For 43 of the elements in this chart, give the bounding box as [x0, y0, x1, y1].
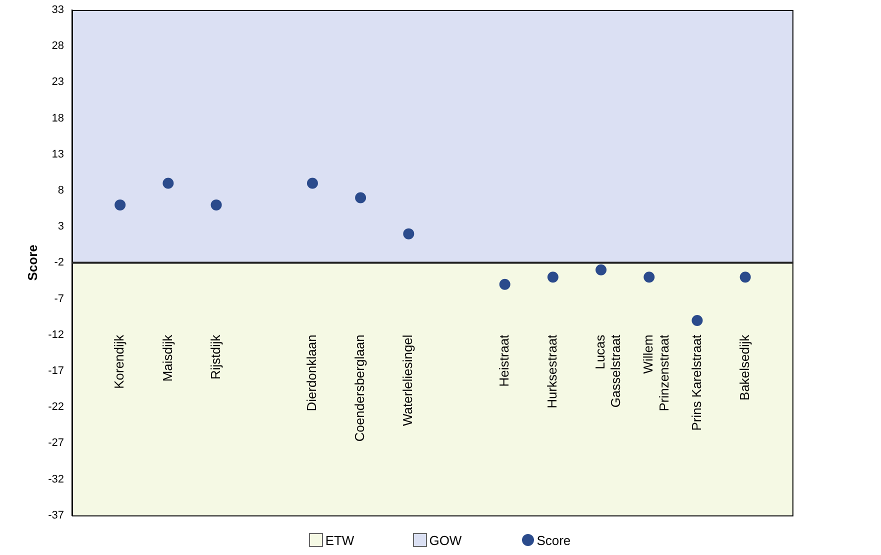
y-tick-label: -32	[48, 473, 64, 486]
legend-label: ETW	[325, 532, 354, 548]
y-tick-label: 3	[58, 220, 64, 233]
point	[692, 314, 703, 326]
point	[162, 178, 174, 189]
x-tick-label: Bakelsedijk	[736, 334, 752, 400]
y-tick-label: 8	[58, 184, 64, 197]
x-tick-label: Heistraat	[496, 334, 512, 387]
y-tick-label: -27	[48, 437, 64, 450]
x-tick-label: Waterleliesingel	[400, 334, 416, 426]
point	[403, 228, 414, 240]
point	[499, 278, 510, 290]
x-tick-label: Hurksestraat	[544, 334, 560, 408]
x-tick-label: Prins Karelstraat	[688, 334, 704, 431]
x-tick-label: Willem Prinzenstraat	[640, 334, 672, 412]
y-tick-label: 33	[52, 4, 64, 16]
x-tick-label: Maisdijk	[160, 334, 175, 382]
legend-label: Score	[536, 532, 571, 548]
y-tick-label: -37	[48, 509, 64, 522]
point	[114, 199, 126, 210]
legend-label: GOW	[429, 532, 462, 548]
point	[740, 272, 751, 283]
x-tick-label: Coendersberglaan	[352, 334, 368, 442]
x-tick-label: Korendijk	[112, 334, 127, 389]
x-tick-label: Lucas Gasselstraat	[592, 334, 624, 408]
point	[547, 272, 558, 283]
y-tick-label: 23	[52, 76, 64, 88]
y-tick-label: -2	[54, 256, 64, 269]
y-tick-label: 13	[52, 148, 64, 160]
point	[596, 264, 607, 276]
y-axis-title: Score	[24, 244, 40, 281]
x-tick-label: Rijstdijk	[208, 334, 223, 380]
point	[355, 192, 366, 204]
y-tick-label: -22	[48, 401, 64, 414]
point	[644, 272, 655, 283]
y-tick-label: -7	[54, 292, 64, 305]
y-tick-label: -17	[48, 365, 64, 378]
y-tick-label: 18	[52, 112, 64, 124]
point	[306, 178, 318, 189]
y-tick-label: -12	[48, 328, 64, 341]
x-tick-label: Dierdonklaan	[304, 334, 320, 412]
y-tick-label: 28	[52, 40, 64, 52]
point	[210, 199, 222, 210]
